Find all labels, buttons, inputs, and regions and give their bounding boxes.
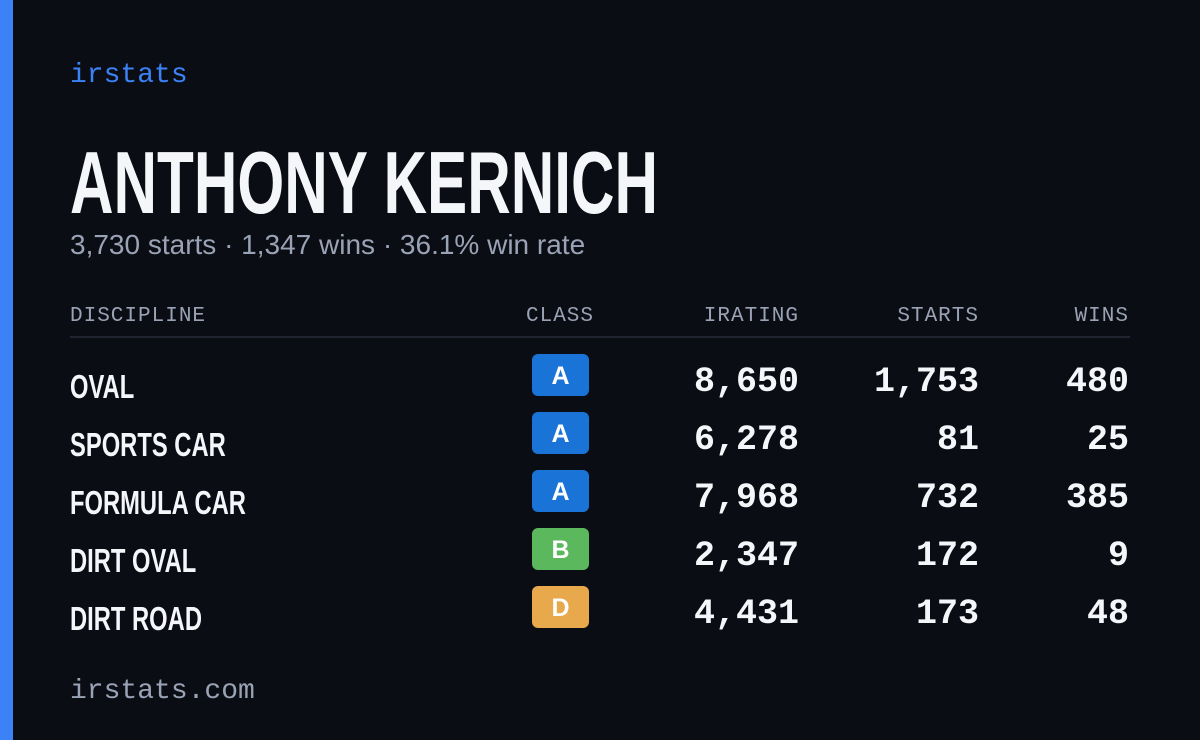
class-badge: [532, 586, 589, 628]
discipline-name: FORMULA CAR: [70, 485, 246, 522]
stat-value: 9: [1108, 536, 1129, 576]
stat-value: 25: [1087, 420, 1129, 460]
accent-bar: [0, 0, 13, 740]
class-badge: [532, 470, 589, 512]
column-header: IRATING: [704, 305, 799, 328]
stat-value: 1,753: [874, 362, 979, 402]
class-letter: A: [551, 420, 569, 448]
class-letter: A: [551, 362, 569, 390]
column-header: STARTS: [897, 305, 979, 328]
stat-value: 480: [1066, 362, 1129, 402]
class-badge: [532, 412, 589, 454]
class-badge: [532, 354, 589, 396]
player-name: ANTHONY KERNICH: [70, 133, 658, 232]
class-badge: [532, 528, 589, 570]
class-letter: A: [551, 478, 569, 506]
stat-value: 173: [916, 594, 979, 634]
discipline: FORMULA CAR: [70, 485, 246, 522]
discipline: OVAL: [70, 369, 134, 406]
stat-value: 7,968: [694, 478, 799, 518]
discipline: SPORTS CAR: [70, 427, 226, 464]
stat-value: 4,431: [694, 594, 799, 634]
class-letter: B: [551, 536, 569, 564]
stat-value: 732: [916, 478, 979, 518]
discipline-name: DIRT ROAD: [70, 601, 202, 638]
class-letter: D: [551, 594, 569, 622]
stat-value: 81: [937, 420, 979, 460]
column-header: WINS: [1075, 305, 1129, 328]
stat-value: 6,278: [694, 420, 799, 460]
stat-value: 2,347: [694, 536, 799, 576]
discipline-name: DIRT OVAL: [70, 543, 196, 580]
stat-value: 48: [1087, 594, 1129, 634]
column-header: CLASS: [526, 305, 594, 328]
stat-value: 172: [916, 536, 979, 576]
stat-value: 8,650: [694, 362, 799, 402]
discipline: DIRT OVAL: [70, 543, 196, 580]
discipline-name: SPORTS CAR: [70, 427, 226, 464]
player-summary: 3,730 starts · 1,347 wins · 36.1% win ra…: [70, 229, 585, 260]
discipline: DIRT ROAD: [70, 601, 202, 638]
column-header: DISCIPLINE: [70, 305, 206, 328]
stat-value: 385: [1066, 478, 1129, 518]
discipline-name: OVAL: [70, 369, 134, 406]
footer: irstats.com: [70, 676, 255, 707]
brand: irstats: [70, 60, 188, 91]
